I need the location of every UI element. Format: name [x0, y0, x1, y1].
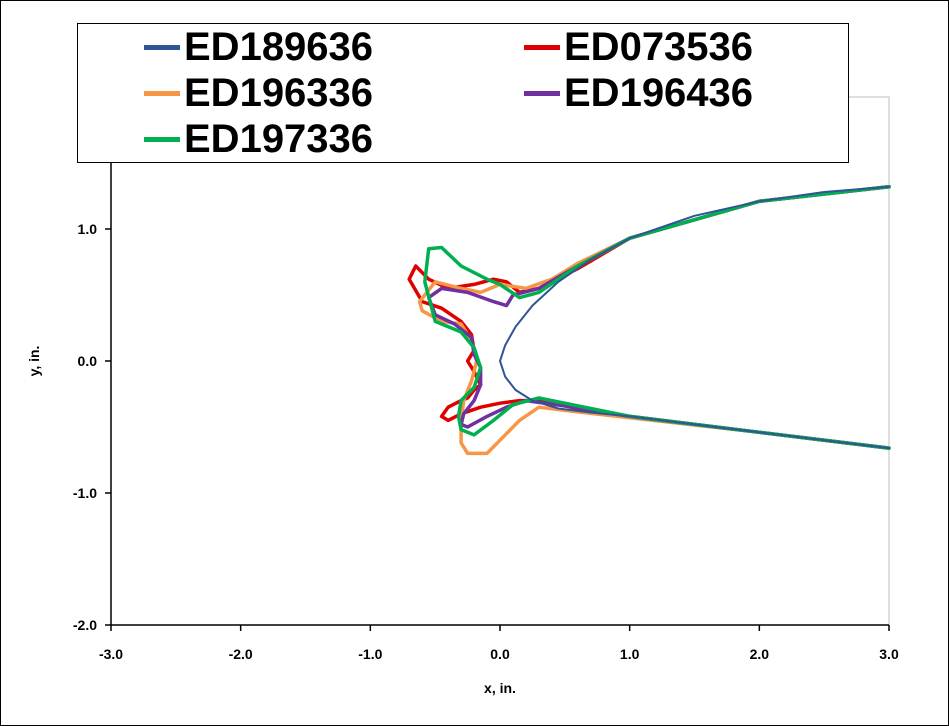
y-tick-label: 0.0	[78, 353, 98, 369]
x-ticks: -3.0 -2.0 -1.0 0.0 1.0 2.0 3.0	[99, 625, 899, 662]
y-tick-label: -2.0	[73, 617, 97, 633]
series-group	[407, 185, 891, 456]
legend-label-5: ED197336	[184, 117, 374, 161]
legend-item-5: ED197336	[144, 116, 373, 162]
series-line-ED196436	[426, 185, 891, 450]
legend-item-1: ED189636	[144, 24, 373, 70]
legend-label-1: ED189636	[184, 25, 374, 69]
series-line-ED073536	[407, 185, 891, 450]
legend-item-2: ED073536	[524, 24, 753, 70]
legend-item-4: ED196436	[524, 70, 753, 116]
legend-swatch-2	[524, 44, 560, 50]
legend-label-4: ED196436	[564, 71, 754, 115]
x-axis-label: x, in.	[484, 680, 516, 696]
x-tick-label: 1.0	[620, 646, 640, 662]
legend-swatch-4	[524, 90, 560, 96]
legend-label-3: ED196336	[184, 71, 374, 115]
y-axis-label: y, in.	[26, 346, 42, 377]
legend-swatch-3	[144, 90, 180, 96]
y-ticks: -2.0-1.00.01.02	[73, 89, 111, 633]
legend-label-2: ED073536	[564, 25, 754, 69]
x-tick-label: 3.0	[879, 646, 899, 662]
legend-item-3: ED196336	[144, 70, 373, 116]
x-tick-label: 2.0	[750, 646, 770, 662]
y-tick-label: -1.0	[73, 485, 97, 501]
legend: ED189636 ED073536 ED196336 ED196436 ED19…	[77, 23, 849, 163]
series-line-ED197336	[423, 185, 891, 450]
x-tick-label: -3.0	[99, 646, 123, 662]
series-line-ED189636	[499, 185, 890, 450]
x-tick-label: -1.0	[358, 646, 382, 662]
x-tick-label: -2.0	[229, 646, 253, 662]
x-tick-label: 0.0	[490, 646, 510, 662]
y-tick-label: 1.0	[78, 221, 98, 237]
legend-swatch-1	[144, 44, 180, 50]
legend-swatch-5	[144, 136, 180, 142]
